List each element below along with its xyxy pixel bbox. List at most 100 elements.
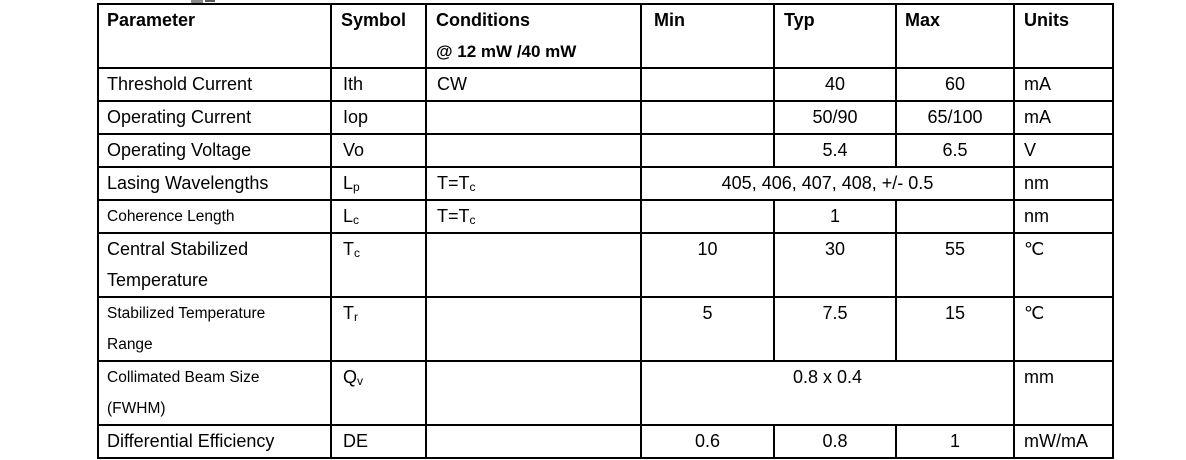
min-cell: [640, 133, 775, 168]
max-cell: 1: [895, 424, 1015, 459]
typ-cell: 50/90: [773, 100, 897, 135]
typ-cell: 40: [773, 67, 897, 102]
symbol-subscript: c: [354, 246, 360, 260]
conditions-cell: T=Tc: [425, 199, 642, 234]
conditions-cell: [425, 296, 642, 362]
typ-cell: 30: [773, 232, 897, 298]
parameter-cell: Threshold Current: [97, 67, 332, 102]
symbol-text: T: [343, 303, 354, 323]
units-cell: mW/mA: [1013, 424, 1114, 459]
parameter-cell: Coherence Length: [97, 199, 332, 234]
parameter-cell: Stabilized Temperature Range: [97, 296, 332, 362]
symbol-text: L: [343, 206, 354, 226]
symbol-cell: Tr: [330, 296, 427, 362]
laser-spec-table: Parameter Symbol Conditions @ 12 mW /40 m…: [97, 3, 1114, 459]
symbol-subscript: p: [353, 180, 360, 194]
parameter-cell: Differential Efficiency: [97, 424, 332, 459]
conditions-cell: [425, 424, 642, 459]
symbol-cell: Iop: [330, 100, 427, 135]
conditions-sublabel: @ 12 mW /40 mW: [436, 42, 577, 61]
conditions-cell: [425, 360, 642, 426]
parameter-cell: Collimated Beam Size (FWHM): [97, 360, 332, 426]
max-cell: [895, 199, 1015, 234]
parameter-cell: Operating Current: [97, 100, 332, 135]
clipped-text-artifact: [205, 0, 215, 2]
max-cell: 6.5: [895, 133, 1015, 168]
conditions-subscript: c: [469, 213, 476, 227]
min-typ-max-merged-cell: 0.8 x 0.4: [640, 360, 1015, 426]
symbol-text: L: [343, 173, 354, 193]
min-cell: [640, 67, 775, 102]
table-row: Collimated Beam Size (FWHM) Qv 0.8 x 0.4…: [97, 360, 1114, 426]
symbol-cell: Vo: [330, 133, 427, 168]
parameter-cell: Lasing Wavelengths: [97, 166, 332, 201]
max-cell: 60: [895, 67, 1015, 102]
units-cell: mm: [1013, 360, 1114, 426]
symbol-subscript: c: [353, 213, 360, 227]
symbol-subscript: v: [357, 374, 364, 388]
table-row: Threshold Current Ith CW 40 60 mA: [97, 67, 1114, 102]
conditions-text: CW: [437, 74, 467, 94]
units-cell: ℃: [1013, 296, 1114, 362]
symbol-cell: Ith: [330, 67, 427, 102]
col-header-symbol: Symbol: [330, 3, 427, 69]
units-cell: V: [1013, 133, 1114, 168]
conditions-text: T=T: [437, 173, 470, 193]
symbol-cell: Lp: [330, 166, 427, 201]
max-cell: 65/100: [895, 100, 1015, 135]
typ-cell: 7.5: [773, 296, 897, 362]
min-typ-max-merged-cell: 405, 406, 407, 408, +/- 0.5: [640, 166, 1015, 201]
parameter-cell: Operating Voltage: [97, 133, 332, 168]
units-cell: mA: [1013, 67, 1114, 102]
units-cell: ℃: [1013, 232, 1114, 298]
parameter-cell: Central Stabilized Temperature: [97, 232, 332, 298]
symbol-text: DE: [343, 431, 369, 451]
units-cell: nm: [1013, 166, 1114, 201]
conditions-cell: T=Tc: [425, 166, 642, 201]
min-cell: [640, 199, 775, 234]
table-row: Coherence Length Lc T=Tc 1 nm: [97, 199, 1114, 234]
table-row: Lasing Wavelengths Lp T=Tc 405, 406, 407…: [97, 166, 1114, 201]
clipped-text-artifact: [191, 0, 203, 3]
typ-cell: 0.8: [773, 424, 897, 459]
min-cell: 5: [640, 296, 775, 362]
symbol-text: Vo: [343, 140, 365, 160]
table-row: Central Stabilized Temperature Tc 10 30 …: [97, 232, 1114, 298]
symbol-text: Ith: [343, 74, 364, 94]
col-header-units: Units: [1013, 3, 1114, 69]
header-row: Parameter Symbol Conditions @ 12 mW /40 m…: [97, 3, 1114, 69]
col-header-conditions: Conditions @ 12 mW /40 mW: [425, 3, 642, 69]
table-row: Differential Efficiency DE 0.6 0.8 1 mW/…: [97, 424, 1114, 459]
conditions-cell: [425, 232, 642, 298]
typ-cell: 1: [773, 199, 897, 234]
table-row: Operating Current Iop 50/90 65/100 mA: [97, 100, 1114, 135]
col-header-min: Min: [640, 3, 775, 69]
table-row: Operating Voltage Vo 5.4 6.5 V: [97, 133, 1114, 168]
units-cell: mA: [1013, 100, 1114, 135]
min-cell: 10: [640, 232, 775, 298]
min-cell: 0.6: [640, 424, 775, 459]
symbol-subscript: r: [354, 310, 358, 324]
conditions-label: Conditions: [436, 10, 530, 30]
symbol-cell: Lc: [330, 199, 427, 234]
typ-cell: 5.4: [773, 133, 897, 168]
units-cell: nm: [1013, 199, 1114, 234]
conditions-subscript: c: [469, 180, 476, 194]
max-cell: 15: [895, 296, 1015, 362]
conditions-cell: [425, 133, 642, 168]
conditions-text: T=T: [437, 206, 470, 226]
symbol-cell: Qv: [330, 360, 427, 426]
symbol-text: Q: [343, 367, 358, 387]
max-cell: 55: [895, 232, 1015, 298]
conditions-cell: CW: [425, 67, 642, 102]
symbol-text: Iop: [343, 107, 369, 127]
symbol-text: T: [343, 239, 354, 259]
conditions-cell: [425, 100, 642, 135]
table-row: Stabilized Temperature Range Tr 5 7.5 15…: [97, 296, 1114, 362]
col-header-typ: Typ: [773, 3, 897, 69]
min-cell: [640, 100, 775, 135]
symbol-cell: Tc: [330, 232, 427, 298]
col-header-parameter: Parameter: [97, 3, 332, 69]
col-header-max: Max: [895, 3, 1015, 69]
